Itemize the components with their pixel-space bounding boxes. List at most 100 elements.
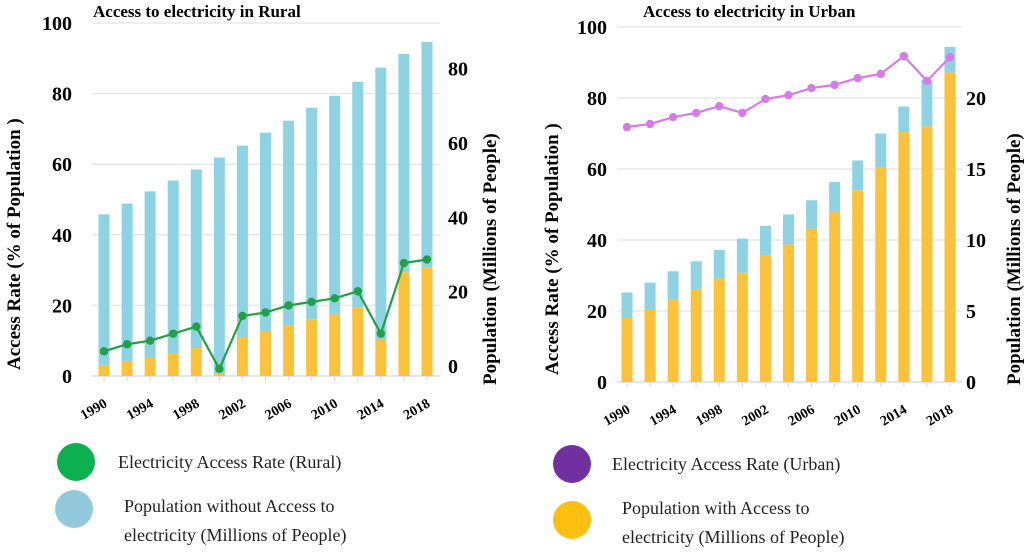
bar-segment [236, 145, 248, 337]
urban-access-rate-line [622, 51, 955, 132]
left-tick-label: 0 [597, 372, 607, 394]
rural-right-axis-ticks: 0 20 40 60 80 [448, 59, 468, 378]
bar-segment [759, 255, 771, 382]
rural-legend: Electricity Access Rate (Rural) Populati… [55, 443, 346, 546]
x-tick-label: 1990 [78, 396, 110, 423]
left-tick-label: 40 [52, 225, 72, 247]
bar-segment [190, 348, 202, 376]
bar-segment [782, 214, 794, 245]
legend-item-rural-without-access: Population without Access to electricity… [55, 490, 346, 546]
bar-segment [190, 169, 202, 349]
bar-segment [144, 357, 156, 376]
bar-segment [852, 160, 864, 191]
bar-segment [213, 157, 225, 374]
right-tick-label: 20 [448, 282, 468, 304]
bar-segment [944, 72, 956, 382]
access-rate-point [215, 364, 224, 374]
urban-right-axis-ticks: 0 5 10 15 20 [966, 88, 986, 394]
bar-segment [259, 132, 271, 332]
access-rate-point [192, 322, 201, 331]
bar-segment [898, 106, 910, 133]
access-rate-point [284, 301, 293, 310]
bar-segment [259, 331, 271, 376]
bar-segment [644, 309, 656, 382]
bar-segment [759, 225, 771, 256]
bar-segment [283, 325, 295, 376]
left-tick-label: 100 [42, 13, 72, 35]
bar-segment [98, 214, 110, 365]
bar-segment [875, 133, 887, 168]
rural-chart-title: Access to electricity in Rural [93, 2, 301, 21]
bar-segment [829, 211, 841, 382]
access-rate-point [399, 258, 409, 268]
bar-segment [283, 120, 295, 326]
bar-segment [352, 307, 364, 376]
bar-segment [829, 181, 841, 212]
x-tick-label: 2006 [263, 396, 295, 423]
bar-segment [121, 361, 133, 376]
urban-right-axis-label: Population (Millions of People) [1004, 133, 1024, 385]
x-tick-label: 2010 [832, 402, 864, 429]
legend-label-line1: Population with Access to [622, 498, 810, 518]
bar-segment [306, 319, 318, 376]
urban-chart: Access to electricity in Urban 0 20 40 60 80… [542, 2, 1024, 429]
bar-segment [667, 299, 679, 382]
left-tick-label: 80 [52, 84, 72, 106]
access-rate-point [422, 255, 432, 264]
bar-segment [398, 272, 410, 376]
legend-label-line1: Population without Access to [124, 496, 335, 516]
bar-segment [352, 81, 364, 308]
access-rate-point [807, 83, 816, 93]
bar-segment [898, 132, 910, 382]
bar-segment [806, 200, 818, 229]
urban-legend: Electricity Access Rate (Urban) Populati… [553, 445, 844, 548]
bar-segment [690, 261, 702, 290]
x-tick-label: 2002 [217, 396, 249, 423]
bar-segment [852, 190, 864, 382]
access-rate-point [145, 336, 155, 345]
bar-segment [806, 228, 818, 382]
rural-left-axis-label: Access Rate (% of Population ) [4, 118, 25, 370]
bar-segment [921, 126, 933, 383]
bar-segment [921, 79, 933, 127]
right-tick-label: 10 [966, 230, 986, 252]
bar-segment [782, 244, 794, 382]
rural-x-axis-ticks: 1990 1994 1998 2002 2006 2010 2014 2018 [78, 396, 433, 423]
right-tick-label: 0 [966, 372, 976, 394]
legend-swatch-light-blue [55, 490, 93, 528]
bar-segment [421, 41, 433, 268]
rural-right-axis-label: Population (Millions of People) [480, 133, 501, 385]
right-tick-label: 40 [448, 207, 468, 229]
x-tick-label: 1994 [647, 402, 679, 429]
access-rate-point [715, 101, 724, 111]
urban-left-axis-ticks: 0 20 40 60 80 100 [577, 17, 607, 394]
legend-item-urban-access-rate: Electricity Access Rate (Urban) [553, 445, 840, 483]
bar-segment [98, 364, 110, 376]
legend-swatch-yellow [553, 501, 591, 539]
bar-segment [713, 249, 725, 279]
access-rate-point [761, 94, 770, 104]
urban-bars [621, 46, 956, 387]
legend-swatch-green [57, 443, 95, 481]
bar-segment [329, 314, 341, 376]
access-rate-point [261, 308, 270, 317]
urban-x-axis-ticks: 1990 1994 1998 2002 2006 2010 2014 2018 [601, 402, 956, 429]
bar-segment [713, 278, 725, 382]
access-rate-point [169, 329, 178, 338]
legend-label-line2: electricity (Millions of People) [622, 527, 844, 548]
right-tick-label: 60 [448, 133, 468, 155]
right-tick-label: 5 [966, 301, 976, 323]
x-tick-label: 1994 [124, 396, 156, 423]
legend-item-rural-access-rate: Electricity Access Rate (Rural) [57, 443, 341, 481]
right-tick-label: 15 [966, 159, 986, 181]
bar-segment [375, 339, 387, 376]
access-rate-point [830, 80, 839, 90]
access-rate-point [307, 297, 316, 307]
x-tick-label: 1990 [601, 402, 633, 429]
bar-segment [736, 272, 748, 382]
access-rate-point [899, 51, 909, 61]
bar-segment [398, 53, 410, 273]
access-rate-point [238, 311, 247, 321]
access-rate-point [876, 69, 885, 79]
access-rate-point [738, 108, 747, 118]
